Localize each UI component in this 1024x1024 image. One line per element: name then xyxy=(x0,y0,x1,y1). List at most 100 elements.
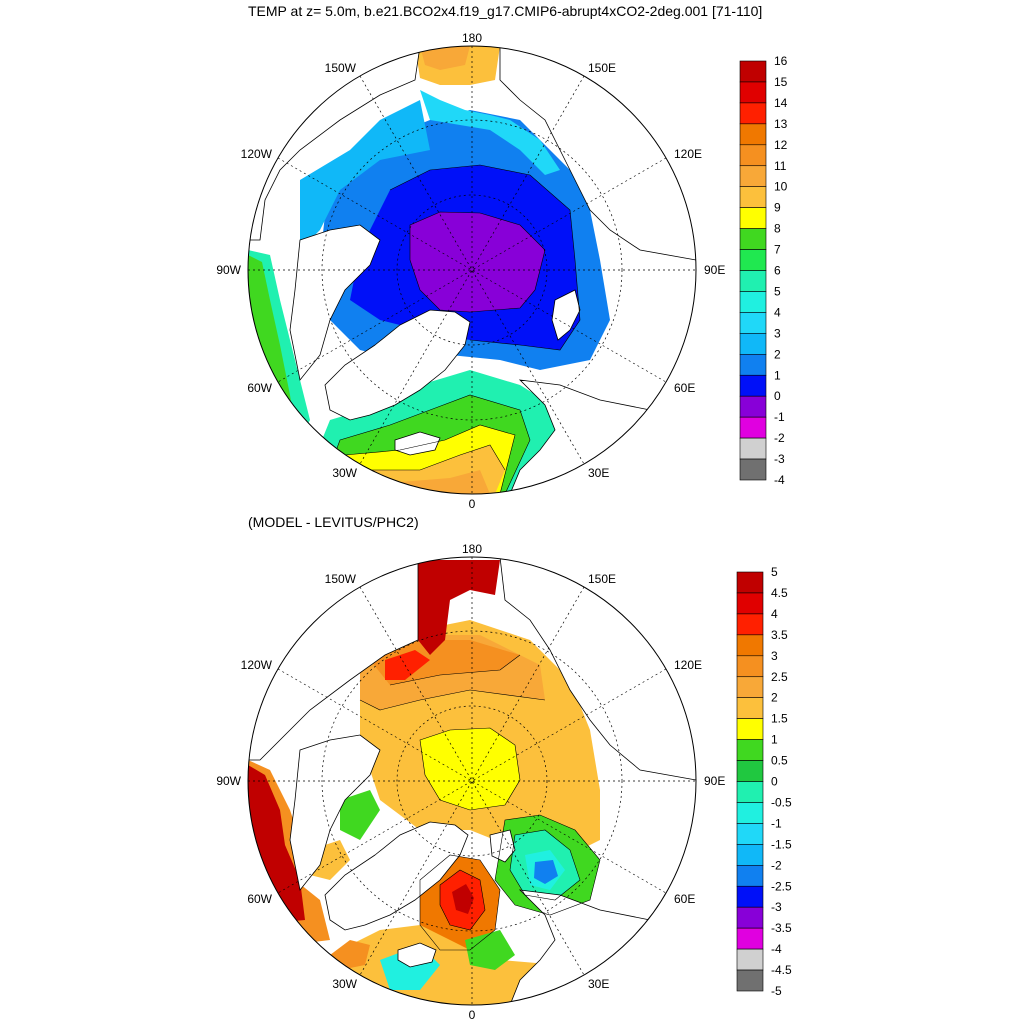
colorbar-label: -1.5 xyxy=(771,837,792,851)
colorbar-label: -2 xyxy=(774,431,785,445)
colorbar-swatch xyxy=(739,165,767,188)
colorbar-swatch xyxy=(739,437,767,460)
lon-label-150w: 150W xyxy=(325,572,357,586)
colorbar-swatch xyxy=(739,395,767,418)
colorbar-label: 1 xyxy=(771,733,778,747)
colorbar-swatch xyxy=(739,81,767,104)
colorbar-label: 4.5 xyxy=(771,586,788,600)
lon-label-30e: 30E xyxy=(588,466,609,480)
map-boundary xyxy=(247,556,697,1006)
colorbar-label: -3 xyxy=(771,900,782,914)
lon-label-0: 0 xyxy=(469,1008,476,1022)
colorbar-swatch xyxy=(739,249,767,271)
colorbar-label: -2.5 xyxy=(771,879,792,893)
lon-label-60e: 60E xyxy=(674,381,695,395)
colorbar-label: 0.5 xyxy=(771,754,788,768)
colorbar-swatch xyxy=(739,291,767,313)
colorbar-swatch xyxy=(739,60,767,83)
colorbar-label: -4 xyxy=(771,942,782,956)
colorbar-difference: 5 4.5 4 3.5 3 2.5 2 1.5 1 0.5 0 -0.5 -1 -1.5 -2 -2.5 -3 -… xyxy=(736,565,792,998)
temperature-field xyxy=(248,46,696,494)
lon-label-60w: 60W xyxy=(247,892,272,906)
colorbar-label: 8 xyxy=(774,222,781,236)
colorbar-label: 1 xyxy=(774,368,781,382)
colorbar-label: 4 xyxy=(774,305,781,319)
colorbar-swatch xyxy=(739,416,767,439)
lon-label-120e: 120E xyxy=(674,147,702,161)
colorbar-swatch xyxy=(736,969,764,992)
colorbar-swatch xyxy=(736,718,764,740)
lon-label-0: 0 xyxy=(469,497,476,511)
colorbar-swatch xyxy=(736,906,764,929)
colorbar-swatch xyxy=(736,655,764,678)
colorbar-label: -1 xyxy=(771,816,782,830)
lon-label-120w: 120W xyxy=(241,147,273,161)
difference-field xyxy=(248,557,696,1005)
colorbar-label: -4 xyxy=(774,473,785,487)
colorbar-swatch xyxy=(736,844,764,866)
lon-label-90w: 90W xyxy=(216,774,241,788)
colorbar-swatch xyxy=(736,823,764,845)
colorbar-label: 11 xyxy=(774,159,787,173)
lon-label-180: 180 xyxy=(462,542,482,556)
lon-label-90w: 90W xyxy=(216,263,241,277)
lon-label-180: 180 xyxy=(462,31,482,45)
lon-label-120e: 120E xyxy=(674,658,702,672)
colorbar-label: -4.5 xyxy=(771,963,792,977)
colorbar-label: -1 xyxy=(774,410,785,424)
colorbar-label: -3 xyxy=(774,452,785,466)
colorbar-label: 16 xyxy=(774,54,788,68)
colorbar-label: 12 xyxy=(774,138,788,152)
lon-label-150e: 150E xyxy=(588,572,616,586)
colorbar-label: 3 xyxy=(771,649,778,663)
lon-label-120w: 120W xyxy=(241,658,273,672)
colorbar-swatch xyxy=(739,353,767,376)
colorbar-swatch xyxy=(736,927,764,950)
colorbar-label: 13 xyxy=(774,117,788,131)
colorbar-label: 6 xyxy=(774,264,781,278)
colorbar-label: -5 xyxy=(771,984,782,998)
colorbar-swatch xyxy=(736,634,764,657)
lon-label-60e: 60E xyxy=(674,892,695,906)
colorbar-swatch xyxy=(736,885,764,908)
colorbar-label: 2.5 xyxy=(771,670,788,684)
colorbar-label: 2 xyxy=(771,691,778,705)
colorbar-swatch xyxy=(739,207,767,229)
colorbar-swatch xyxy=(739,333,767,355)
lon-label-30w: 30W xyxy=(332,466,357,480)
colorbar-swatch xyxy=(736,592,764,615)
colorbar-swatch xyxy=(739,102,767,125)
colorbar-swatch xyxy=(736,739,764,761)
colorbar-label: -3.5 xyxy=(771,921,792,935)
colorbar-label: 2 xyxy=(774,347,781,361)
colorbar-label: 0 xyxy=(774,389,781,403)
colorbar-label: 9 xyxy=(774,201,781,215)
colorbar-label: -2 xyxy=(771,858,782,872)
colorbar-swatch xyxy=(736,613,764,636)
colorbar-swatch xyxy=(739,270,767,292)
lon-label-150w: 150W xyxy=(325,61,357,75)
colorbar-label: 4 xyxy=(771,607,778,621)
colorbar-swatch xyxy=(739,374,767,397)
colorbar-swatch xyxy=(736,948,764,971)
colorbar-swatch xyxy=(736,760,764,782)
figure-subtitle: (MODEL - LEVITUS/PHC2) xyxy=(248,514,419,530)
colorbar-label: 14 xyxy=(774,96,788,110)
lon-label-90e: 90E xyxy=(704,263,725,277)
colorbar-swatch xyxy=(736,781,764,803)
lon-label-150e: 150E xyxy=(588,61,616,75)
lon-label-30e: 30E xyxy=(588,977,609,991)
colorbar-label: 3 xyxy=(774,326,781,340)
colorbar-swatch xyxy=(736,802,764,824)
lon-label-90e: 90E xyxy=(704,774,725,788)
colorbar-label: 0 xyxy=(771,775,778,789)
colorbar-label: 1.5 xyxy=(771,712,788,726)
colorbar-swatch xyxy=(736,571,764,594)
colorbar-label: 3.5 xyxy=(771,628,788,642)
colorbar-label: 15 xyxy=(774,75,788,89)
map-panel-temperature: 180 0 90W 90E 150W 150E 120W 120E 60W 60… xyxy=(216,31,787,511)
colorbar-swatch xyxy=(739,123,767,146)
colorbar-label: 5 xyxy=(771,565,778,579)
